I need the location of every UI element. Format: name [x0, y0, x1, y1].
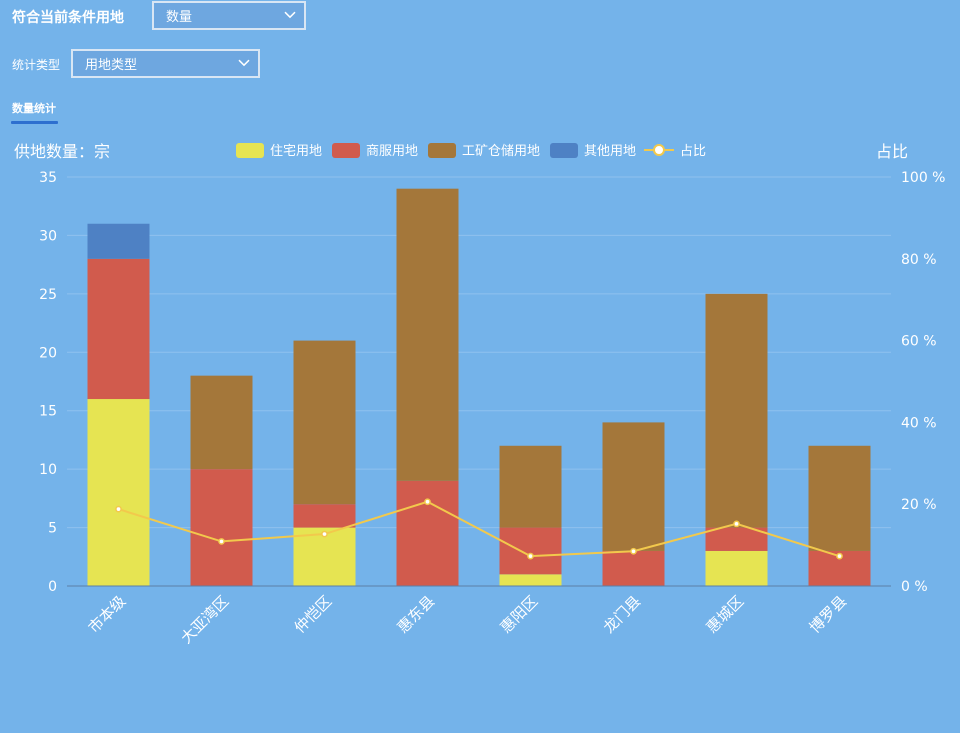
bar-segment	[808, 445, 871, 551]
legend-line-marker	[653, 144, 665, 156]
bar-segment	[602, 550, 665, 586]
x-tick-label: 博罗县	[806, 592, 851, 637]
y-tick-label: 15	[39, 404, 57, 420]
bar-segment	[396, 480, 459, 586]
ratio-point	[733, 520, 740, 528]
x-tick-label: 大亚湾区	[177, 592, 232, 647]
chevron-down-icon	[238, 59, 250, 66]
x-tick-label: 惠阳区	[497, 592, 542, 637]
stat-type-select-value: 用地类型	[85, 58, 138, 73]
stat-type-label: 统计类型	[12, 58, 61, 72]
y2-tick-label: 20 %	[901, 497, 937, 513]
legend-swatch	[550, 143, 578, 158]
y-tick-label: 25	[39, 287, 57, 303]
legend-label: 工矿仓储用地	[462, 144, 540, 159]
y-tick-label: 35	[39, 170, 57, 186]
bar-segment	[499, 574, 562, 586]
bar-segment	[87, 399, 150, 586]
tab-count-stats[interactable]: 数量统计	[12, 102, 56, 115]
bar-segment	[293, 340, 356, 505]
bar-segment	[190, 375, 253, 470]
legend-swatch	[428, 143, 456, 158]
ratio-line	[118, 500, 840, 558]
bar-segment	[705, 527, 768, 551]
bar-segment	[87, 258, 150, 400]
y2-tick-label: 100 %	[901, 170, 945, 186]
x-tick-label: 惠城区	[703, 592, 748, 637]
legend-label: 占比	[680, 144, 706, 159]
x-tick-label: 龙门县	[600, 592, 645, 637]
y-axis-title: 供地数量：宗	[14, 142, 110, 161]
chevron-down-icon	[284, 11, 296, 18]
legend-label: 住宅用地	[270, 144, 322, 159]
count-select[interactable]: 数量	[152, 1, 306, 30]
bar-segment	[705, 293, 768, 528]
bar-segment	[87, 223, 150, 259]
bar-segment	[602, 422, 665, 551]
stacked-bar-chart: 0 5 10 15 20 25 30 35 0 % 20 % 40 % 60 % 80 % 100 % 供地…	[14, 142, 945, 647]
active-tab-indicator	[11, 121, 58, 124]
x-tick-label: 市本级	[85, 592, 130, 637]
ratio-point	[527, 552, 534, 560]
y-tick-label: 20	[39, 345, 57, 361]
y2-axis-title: 占比	[876, 142, 908, 161]
y2-tick-label: 60 %	[901, 334, 937, 350]
legend-label: 其他用地	[584, 144, 636, 159]
y-tick-label: 30	[39, 228, 57, 244]
y2-tick-label: 80 %	[901, 252, 937, 268]
y2-tick-label: 40 %	[901, 415, 937, 431]
legend-label: 商服用地	[366, 144, 418, 159]
x-tick-label: 仲恺区	[291, 592, 336, 637]
bar-segment	[705, 550, 768, 586]
x-tick-label: 惠东县	[394, 592, 439, 637]
bar-segment	[396, 188, 459, 481]
legend-swatch	[332, 143, 360, 158]
ratio-point	[321, 530, 328, 538]
y2-tick-label: 0 %	[901, 579, 928, 595]
ratio-point	[115, 505, 122, 513]
bar-segment	[190, 469, 253, 586]
stat-type-select[interactable]: 用地类型	[71, 49, 260, 78]
y-tick-label: 10	[39, 462, 57, 478]
bar-segment	[499, 445, 562, 528]
ratio-point	[424, 498, 431, 506]
bar-segment	[293, 504, 356, 528]
bar-segment	[499, 527, 562, 575]
legend-swatch	[236, 143, 264, 158]
ratio-point	[836, 552, 843, 560]
ratio-point	[218, 538, 225, 545]
y-tick-label: 0	[48, 579, 57, 595]
filter-label: 符合当前条件用地	[12, 10, 124, 26]
filter-row: 符合当前条件用地	[12, 6, 124, 28]
y-tick-label: 5	[48, 521, 57, 537]
count-select-value: 数量	[166, 10, 193, 25]
ratio-point	[630, 547, 637, 555]
